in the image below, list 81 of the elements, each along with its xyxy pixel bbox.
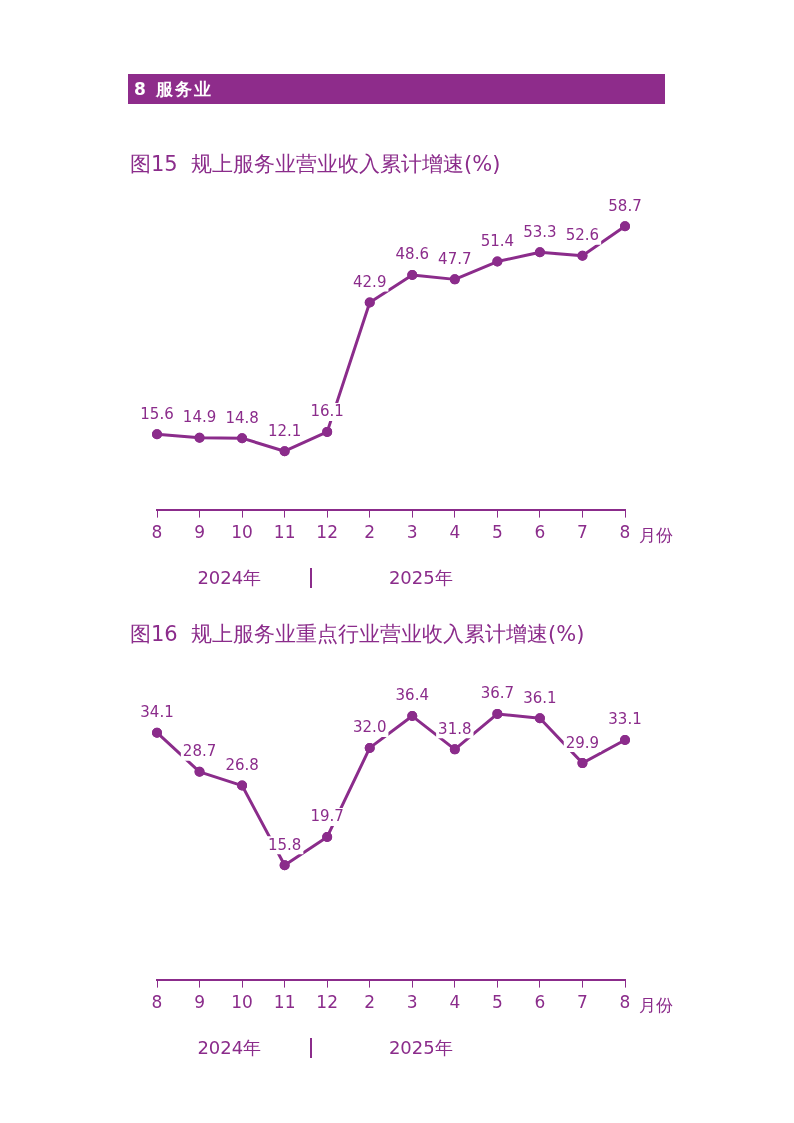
point (577, 758, 588, 769)
x-tick-label: 5 (491, 522, 503, 543)
data-label: 42.9 (353, 272, 387, 291)
point (407, 711, 418, 722)
data-label: 33.1 (608, 710, 642, 729)
data-label: 26.8 (225, 755, 259, 774)
data-label: 29.9 (565, 733, 600, 752)
x-tick-label: 8 (151, 992, 163, 1013)
point (534, 713, 545, 724)
x-axis-title: 月份 (639, 525, 673, 546)
data-label: 15.6 (140, 404, 174, 423)
x-tick-label: 11 (273, 522, 296, 543)
data-label: 58.7 (608, 196, 642, 215)
point (534, 247, 545, 258)
text: 2024年 (197, 1036, 262, 1060)
point (152, 727, 162, 738)
point (449, 274, 460, 285)
point (492, 708, 503, 719)
point (407, 270, 418, 281)
x-tick-label: 2 (364, 992, 376, 1013)
point (449, 744, 460, 755)
point (620, 734, 630, 745)
x-tick-label: 3 (406, 992, 418, 1013)
point (194, 766, 205, 777)
x-tick-label: 3 (406, 522, 418, 543)
x-tick-label: 6 (534, 992, 546, 1013)
x-tick-label: 10 (231, 992, 253, 1013)
point (194, 432, 205, 443)
text: 2025年 (388, 1036, 453, 1060)
x-tick-label: 4 (449, 992, 461, 1013)
data-label: 16.1 (310, 402, 344, 421)
x-tick-label: 5 (491, 992, 503, 1013)
chart-title: 图15 规上服务业营业收入累计增速(%) (130, 151, 501, 178)
data-label: 51.4 (480, 231, 515, 250)
x-axis-title: 月份 (639, 995, 673, 1016)
data-label: 19.7 (310, 807, 344, 826)
text: 8 服务业 (128, 74, 665, 104)
point (279, 860, 290, 871)
data-label: 28.7 (182, 742, 217, 761)
x-tick-label: 4 (449, 522, 461, 543)
point (237, 780, 248, 791)
data-label: 12.1 (267, 421, 302, 440)
data-label: 52.6 (565, 226, 600, 245)
data-label: 47.7 (438, 249, 472, 268)
x-tick-label: 8 (619, 992, 631, 1013)
x-tick-label: 7 (577, 992, 588, 1013)
x-tick-label: 8 (151, 522, 163, 543)
data-label: 53.3 (523, 222, 557, 241)
data-label: 15.8 (267, 835, 302, 854)
data-label: 36.7 (480, 684, 515, 703)
point (322, 831, 333, 842)
point (364, 297, 375, 308)
point (279, 446, 290, 457)
data-label: 31.8 (438, 719, 472, 738)
point (577, 250, 588, 261)
data-label: 14.8 (225, 408, 259, 427)
x-tick-label: 9 (194, 992, 205, 1013)
point (492, 256, 503, 267)
x-tick-label: 10 (231, 522, 253, 543)
data-label: 32.0 (353, 718, 387, 737)
data-label: 36.1 (523, 688, 557, 707)
x-tick-label: 12 (316, 992, 338, 1013)
point (237, 433, 248, 444)
point (364, 742, 375, 753)
data-label: 34.1 (140, 703, 174, 722)
x-tick-label: 11 (273, 992, 296, 1013)
data-label: 14.9 (182, 408, 217, 427)
x-tick-label: 8 (619, 522, 631, 543)
text: 2024年 (197, 566, 262, 590)
x-tick-label: 7 (577, 522, 588, 543)
point (152, 429, 162, 440)
text: 2025年 (388, 566, 453, 590)
point (620, 221, 630, 232)
data-label: 48.6 (395, 245, 429, 264)
x-tick-label: 2 (364, 522, 376, 543)
x-tick-label: 6 (534, 522, 546, 543)
x-tick-label: 12 (316, 522, 338, 543)
point (322, 426, 333, 437)
chart-title: 图16 规上服务业重点行业营业收入累计增速(%) (130, 621, 585, 648)
data-label: 36.4 (395, 686, 429, 705)
x-tick-label: 9 (194, 522, 205, 543)
